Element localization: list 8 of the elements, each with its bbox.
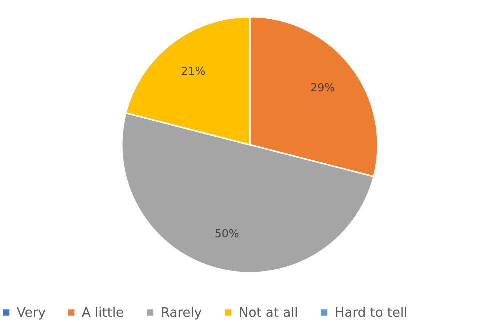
legend-label: Rarely	[161, 306, 202, 321]
data-label: 21%	[181, 65, 206, 78]
legend-label: Hard to tell	[335, 306, 408, 321]
data-label: 29%	[310, 82, 336, 95]
data-label: 50%	[214, 227, 240, 240]
legend-label: Very	[17, 306, 46, 321]
legend-label: Not at all	[239, 306, 298, 321]
legend-label: A little	[82, 306, 124, 321]
